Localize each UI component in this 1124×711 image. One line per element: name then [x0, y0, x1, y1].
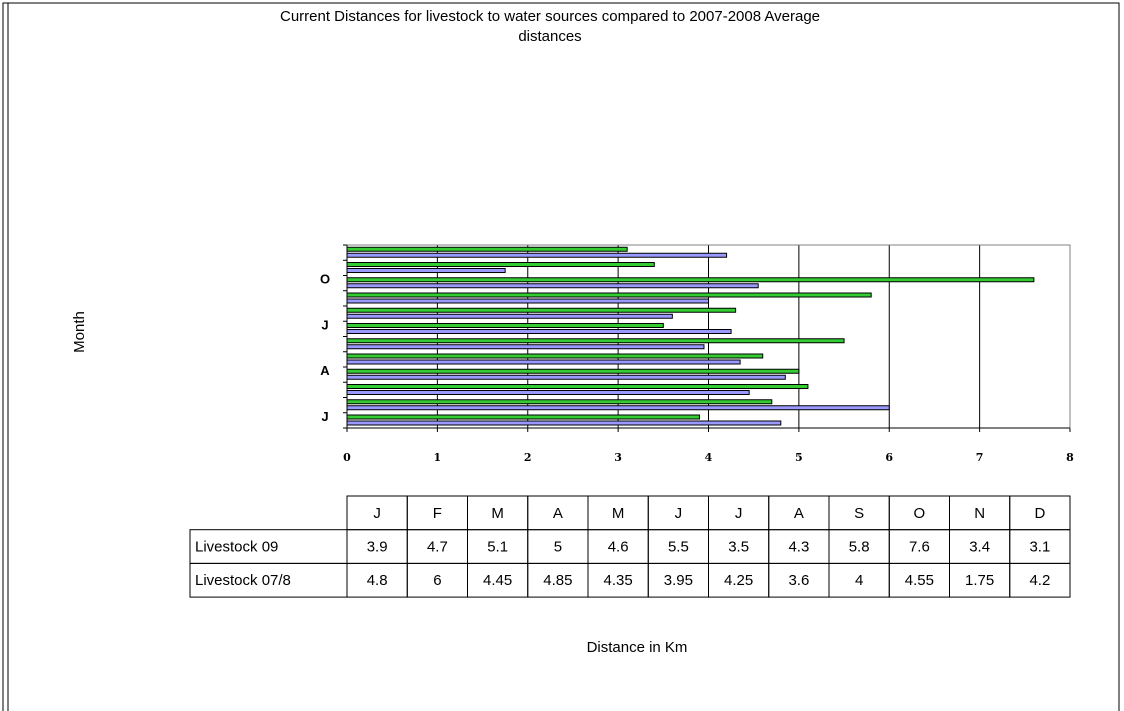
x-tick-label: 4 [705, 451, 713, 464]
y-tick-label: J [321, 317, 328, 332]
table-cell [1009, 562, 1071, 598]
y-tick-label: O [320, 272, 330, 287]
table-header: A [794, 505, 804, 522]
table-value: 4.6 [608, 539, 629, 556]
bar [346, 359, 741, 365]
table-header: M [612, 505, 625, 522]
x-tick-label: 5 [795, 451, 803, 464]
table-value: 4.55 [905, 572, 934, 589]
bar [346, 368, 800, 374]
bar [346, 323, 664, 328]
bar [346, 384, 809, 389]
table-header: N [974, 505, 985, 522]
bar [346, 268, 506, 273]
table-value: 4.3 [788, 539, 809, 556]
table-value: 4.7 [427, 539, 448, 556]
table-value: 1.75 [965, 572, 994, 589]
bar [346, 246, 628, 252]
bar [346, 344, 705, 350]
bar [346, 390, 750, 395]
table-value: 4.25 [724, 572, 753, 589]
table-value: 5.1 [487, 539, 508, 556]
bar [346, 329, 732, 334]
table-value: 4.2 [1029, 572, 1050, 589]
x-tick-label: 8 [1066, 451, 1074, 464]
series-name: Livestock 07/8 [195, 572, 291, 589]
table-value: 3.4 [969, 539, 990, 556]
bar [346, 307, 737, 313]
table-header: J [675, 505, 683, 522]
x-axis-label: Distance in Km [587, 639, 688, 656]
bar [346, 313, 673, 319]
bar [346, 277, 1035, 283]
bar [346, 338, 845, 344]
table-header: J [735, 505, 743, 522]
table-value: 3.95 [664, 572, 693, 589]
table-value: 5.8 [849, 539, 870, 556]
y-axis-label: Month [71, 311, 88, 353]
table-value: 7.6 [909, 539, 930, 556]
x-tick-label: 6 [885, 451, 893, 464]
x-tick-label: 1 [434, 451, 442, 464]
bar [346, 374, 786, 380]
bar [346, 252, 728, 258]
table-value: 3.5 [728, 539, 749, 556]
table-value: 5.5 [668, 539, 689, 556]
table-value: 4.45 [483, 572, 512, 589]
table-header: J [373, 505, 381, 522]
bar [346, 353, 764, 359]
bar [346, 405, 890, 411]
table-value: 4.35 [604, 572, 633, 589]
table-value: 3.9 [367, 539, 388, 556]
table-header: M [491, 505, 504, 522]
bar [346, 298, 709, 304]
bar [346, 283, 759, 289]
table-value: 3.1 [1029, 539, 1050, 556]
table-header: D [1034, 505, 1045, 522]
bar [346, 420, 782, 426]
bar [346, 414, 700, 420]
bar [346, 292, 872, 298]
chart-title-line2: distances [518, 28, 581, 45]
bar [346, 262, 655, 267]
table-header: S [854, 505, 864, 522]
y-tick-label: A [320, 363, 330, 378]
y-tick-label: J [321, 409, 328, 424]
table-header: A [553, 505, 563, 522]
x-tick-label: 3 [614, 451, 622, 464]
chart-title: Current Distances for livestock to water… [280, 8, 820, 25]
x-tick-label: 0 [343, 451, 351, 464]
bar [346, 399, 773, 405]
series-name: Livestock 09 [195, 539, 278, 556]
x-tick-label: 7 [976, 451, 984, 464]
table-value: 5 [554, 539, 562, 556]
table-header: F [433, 505, 442, 522]
table-value: 6 [433, 572, 441, 589]
table-value: 4 [855, 572, 863, 589]
table-value: 4.85 [543, 572, 572, 589]
table-value: 3.6 [788, 572, 809, 589]
table-header: O [914, 505, 926, 522]
x-tick-label: 2 [524, 451, 532, 464]
table-value: 4.8 [367, 572, 388, 589]
